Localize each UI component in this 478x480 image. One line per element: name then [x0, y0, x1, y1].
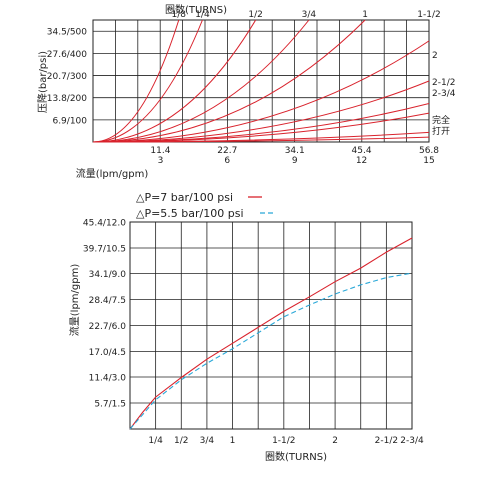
turn-label-2-1-2: 2-1/2: [432, 78, 455, 88]
legend-label-7bar: △P=7 bar/100 psi: [136, 191, 233, 204]
y-tick-label-39-7-10-5: 39.7/10.5: [83, 244, 126, 254]
y-tick-label-34-5-500: 34.5/500: [47, 28, 88, 38]
x-tick-label-1-4: 1/4: [148, 436, 163, 446]
x-tick-label-gpm-15: 15: [423, 156, 434, 166]
pressure-chart-y-tick-labels: 6.9/100 13.8/200 20.7/300 27.6/400 34.5/500: [47, 28, 88, 127]
series-line-1-4: [92, 19, 203, 143]
x-tick-label-gpm-12: 12: [356, 156, 367, 166]
flow-chart-x-axis-title: 圈数(TURNS): [265, 450, 327, 463]
x-tick-label-1-1-2: 1-1/2: [272, 436, 295, 446]
series-line-5-5bar: [129, 272, 413, 430]
x-tick-label-gpm-6: 6: [224, 156, 230, 166]
pressure-chart-turn-labels-top: 1/8 1/4 1/2 3/4 1 1-1/2: [172, 10, 441, 20]
flow-chart-legend: △P=7 bar/100 psi △P=5.5 bar/100 psi: [136, 191, 276, 220]
flow-chart: △P=7 bar/100 psi △P=5.5 bar/100 psi 5.7/…: [68, 191, 424, 463]
x-tick-label-lpm-22-7: 22.7: [217, 146, 237, 156]
turn-label-full: 完全: [432, 114, 450, 126]
x-tick-label-2: 2: [332, 436, 338, 446]
y-tick-label-6-9-100: 6.9/100: [52, 116, 87, 126]
x-tick-label-gpm-3: 3: [158, 156, 164, 166]
x-tick-label-1-2: 1/2: [174, 436, 188, 446]
y-tick-label-34-1-9-0: 34.1/9.0: [89, 270, 127, 280]
series-line-item: [92, 136, 430, 143]
y-tick-label-27-6-400: 27.6/400: [47, 50, 88, 60]
turn-label-1-2: 1/2: [248, 10, 262, 20]
pressure-chart-x-tick-labels: 11.43 22.76 34.19 45.412 56.815: [150, 146, 439, 166]
y-tick-label-20-7-300: 20.7/300: [47, 72, 88, 82]
pressure-chart-x-axis-title: 流量(lpm/gpm): [76, 167, 149, 180]
y-tick-label-17-0-4-5: 17.0/4.5: [89, 348, 126, 358]
y-tick-label-45-4-12-0: 45.4/12.0: [83, 219, 126, 229]
x-tick-label-1: 1: [230, 436, 236, 446]
turn-label-open: 打开: [432, 125, 450, 137]
series-line-3-4: [92, 19, 310, 143]
top-chart-turns-label: 圈数(TURNS): [165, 3, 227, 16]
y-tick-label-5-7-1-5: 5.7/1.5: [94, 400, 126, 410]
series-line-7bar: [129, 237, 413, 430]
pressure-drop-chart: 圈数(TURNS) 6.9/100 13.8/200 20.7/300 27.6/40…: [36, 3, 456, 180]
flow-chart-y-axis-title: 流量(lpm/gpm): [68, 264, 81, 337]
y-tick-label-22-7-6-0: 22.7/6.0: [89, 322, 127, 332]
pressure-chart-series: [92, 19, 430, 143]
x-tick-label-lpm-45-4: 45.4: [352, 146, 372, 156]
flow-chart-x-tick-labels: 1/4 1/2 3/4 1 1-1/2 2 2-1/2 2-3/4: [148, 436, 424, 446]
x-tick-label-lpm-34-1: 34.1: [285, 146, 305, 156]
series-line-2-3-4: [92, 112, 430, 143]
y-tick-label-13-8-200: 13.8/200: [47, 94, 88, 104]
turn-label-3-4: 3/4: [302, 10, 317, 20]
x-tick-label-2-1-2: 2-1/2: [375, 436, 398, 446]
y-tick-label-28-4-7-5: 28.4/7.5: [89, 296, 126, 306]
turn-label-1-8: 1/8: [172, 10, 187, 20]
pressure-chart-frame: [92, 19, 430, 143]
x-tick-label-lpm-56-8: 56.8: [419, 146, 439, 156]
y-tick-label-11-4-3-0: 11.4/3.0: [89, 374, 127, 384]
series-line-1-8: [92, 19, 180, 143]
turn-label-1-1-2: 1-1/2: [417, 10, 440, 20]
x-tick-label-2-3-4: 2-3/4: [400, 436, 424, 446]
legend-label-5-5bar: △P=5.5 bar/100 psi: [136, 207, 244, 220]
turn-label-2: 2: [432, 51, 438, 61]
flow-chart-series: [129, 237, 413, 430]
pressure-chart-y-axis-title: 压降(bar/psi): [36, 51, 49, 113]
turn-label-1-4: 1/4: [195, 10, 210, 20]
flow-chart-y-tick-labels: 5.7/1.5 11.4/3.0 17.0/4.5 22.7/6.0 28.4/7.5 3…: [83, 219, 126, 410]
x-tick-label-lpm-11-4: 11.4: [150, 146, 170, 156]
turn-label-2-3-4: 2-3/4: [432, 89, 456, 99]
flow-chart-frame: [129, 221, 413, 430]
x-tick-label-3-4: 3/4: [200, 436, 215, 446]
series-line-1: [92, 19, 366, 143]
series-line-1-1-2: [92, 40, 430, 143]
flow-chart-grid: [130, 221, 412, 429]
series-line-1-2: [92, 19, 257, 143]
turn-label-1: 1: [362, 10, 368, 20]
x-tick-label-gpm-9: 9: [292, 156, 298, 166]
pressure-chart-grid: [93, 20, 429, 142]
